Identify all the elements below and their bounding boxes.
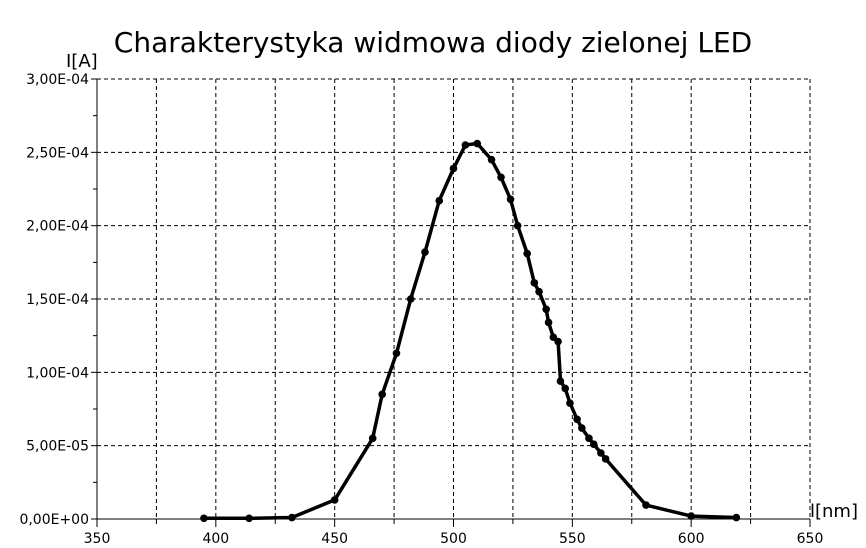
data-point (597, 449, 605, 457)
data-point (449, 164, 458, 173)
data-point (544, 318, 553, 327)
x-tick-label: 350 (84, 531, 111, 547)
data-point (497, 173, 505, 182)
x-axis-label: l[nm] (810, 501, 858, 522)
data-point (523, 249, 531, 258)
y-tick-label: 0,00E+00 (19, 512, 89, 528)
data-point (566, 399, 574, 407)
data-point (473, 139, 482, 148)
y-tick-label: 3,00E-04 (26, 72, 89, 88)
data-point (589, 440, 598, 449)
x-tick-label: 650 (797, 531, 824, 547)
data-point (554, 337, 562, 346)
data-point (556, 377, 565, 385)
data-point (535, 287, 543, 296)
data-point (435, 196, 444, 205)
data-point (330, 496, 339, 504)
y-tick-label: 1,00E-04 (26, 365, 89, 381)
data-point (687, 512, 695, 520)
data-point (378, 390, 387, 399)
axes (91, 79, 810, 525)
data-point (732, 513, 741, 522)
data-point (368, 434, 377, 443)
data-point (513, 221, 522, 230)
data-point (461, 141, 470, 149)
data-point (245, 514, 253, 523)
data-point (578, 424, 586, 432)
x-tick-label: 400 (202, 531, 229, 547)
series-line (202, 141, 739, 521)
data-point (487, 155, 496, 164)
data-point (406, 295, 415, 303)
chart-title: Charakterystyka widmowa diody zielonej L… (114, 26, 752, 59)
y-axis-label: I[A] (66, 51, 98, 72)
x-tick-label: 600 (678, 531, 705, 547)
data-point (542, 305, 550, 314)
ticks: 0,00E+00 5,00E-05 1,00E-04 1,50E-04 2,00E-04… (19, 72, 823, 547)
y-tick-label: 1,50E-04 (26, 292, 89, 308)
x-tick-label: 450 (321, 531, 348, 547)
data-point (530, 279, 539, 287)
x-tick-label: 500 (440, 531, 467, 547)
grid (97, 78, 811, 519)
data-point (200, 514, 208, 523)
data-point (421, 248, 429, 256)
data-point (573, 415, 581, 424)
series (200, 139, 741, 523)
y-tick-label: 2,00E-04 (26, 219, 89, 235)
data-point (561, 384, 570, 393)
x-tick-label: 550 (559, 531, 586, 547)
data-point (601, 455, 610, 463)
data-point (585, 434, 593, 443)
data-point (642, 501, 650, 509)
y-tick-label: 2,50E-04 (26, 145, 89, 161)
data-point (392, 349, 401, 358)
y-tick-label: 5,00E-05 (26, 439, 89, 455)
data-point (506, 195, 515, 204)
data-point (288, 513, 296, 522)
